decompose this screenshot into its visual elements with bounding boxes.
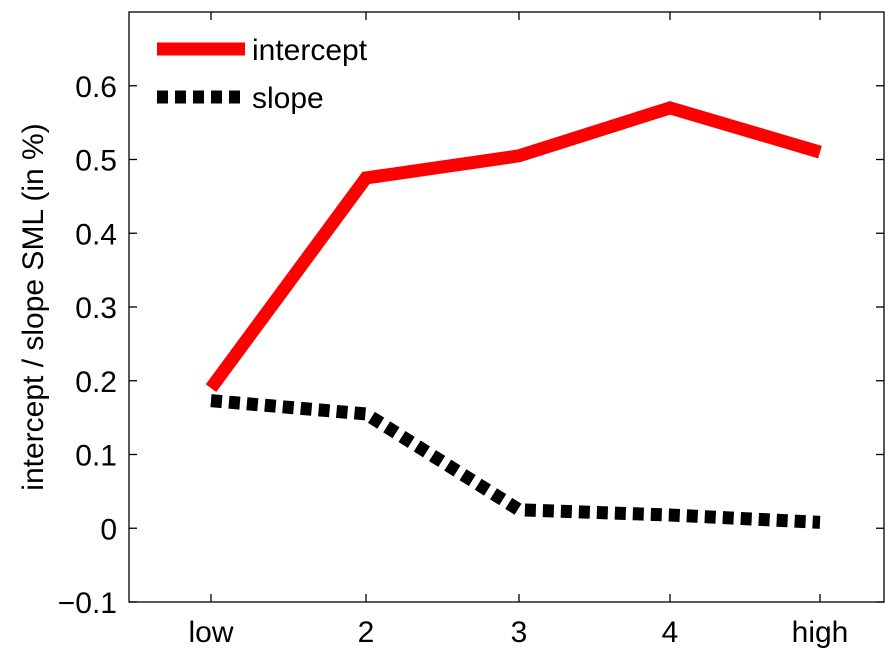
series-layer xyxy=(205,101,822,529)
legend-label-slope: slope xyxy=(252,82,324,115)
y-tick-label: 0.3 xyxy=(75,292,117,325)
legend-label-intercept: intercept xyxy=(252,34,368,67)
x-tick-label: 2 xyxy=(358,616,375,649)
x-tick-label: low xyxy=(188,616,233,649)
y-tick-label: 0 xyxy=(100,513,117,546)
y-axis-label: intercept / slope SML (in %) xyxy=(17,123,50,490)
y-tick-label: 0.1 xyxy=(75,440,117,473)
y-tick-label: 0.6 xyxy=(75,71,117,104)
x-tick-label: 4 xyxy=(662,616,679,649)
plot-frame xyxy=(128,11,885,603)
y-tick-label: 0.5 xyxy=(75,145,117,178)
y-tick-label: 0.2 xyxy=(75,366,117,399)
series-line-intercept xyxy=(205,101,822,392)
x-axis-ticks: low 2 3 4 high xyxy=(188,12,848,649)
y-axis-ticks: −0.1 0 0.1 0.2 0.3 0.4 0.5 0.6 xyxy=(58,71,884,620)
y-tick-label: 0.4 xyxy=(75,218,117,251)
legend: intercept slope xyxy=(157,34,368,115)
x-tick-label: high xyxy=(792,616,849,649)
x-tick-label: 3 xyxy=(511,616,528,649)
y-tick-label: −0.1 xyxy=(58,587,117,620)
